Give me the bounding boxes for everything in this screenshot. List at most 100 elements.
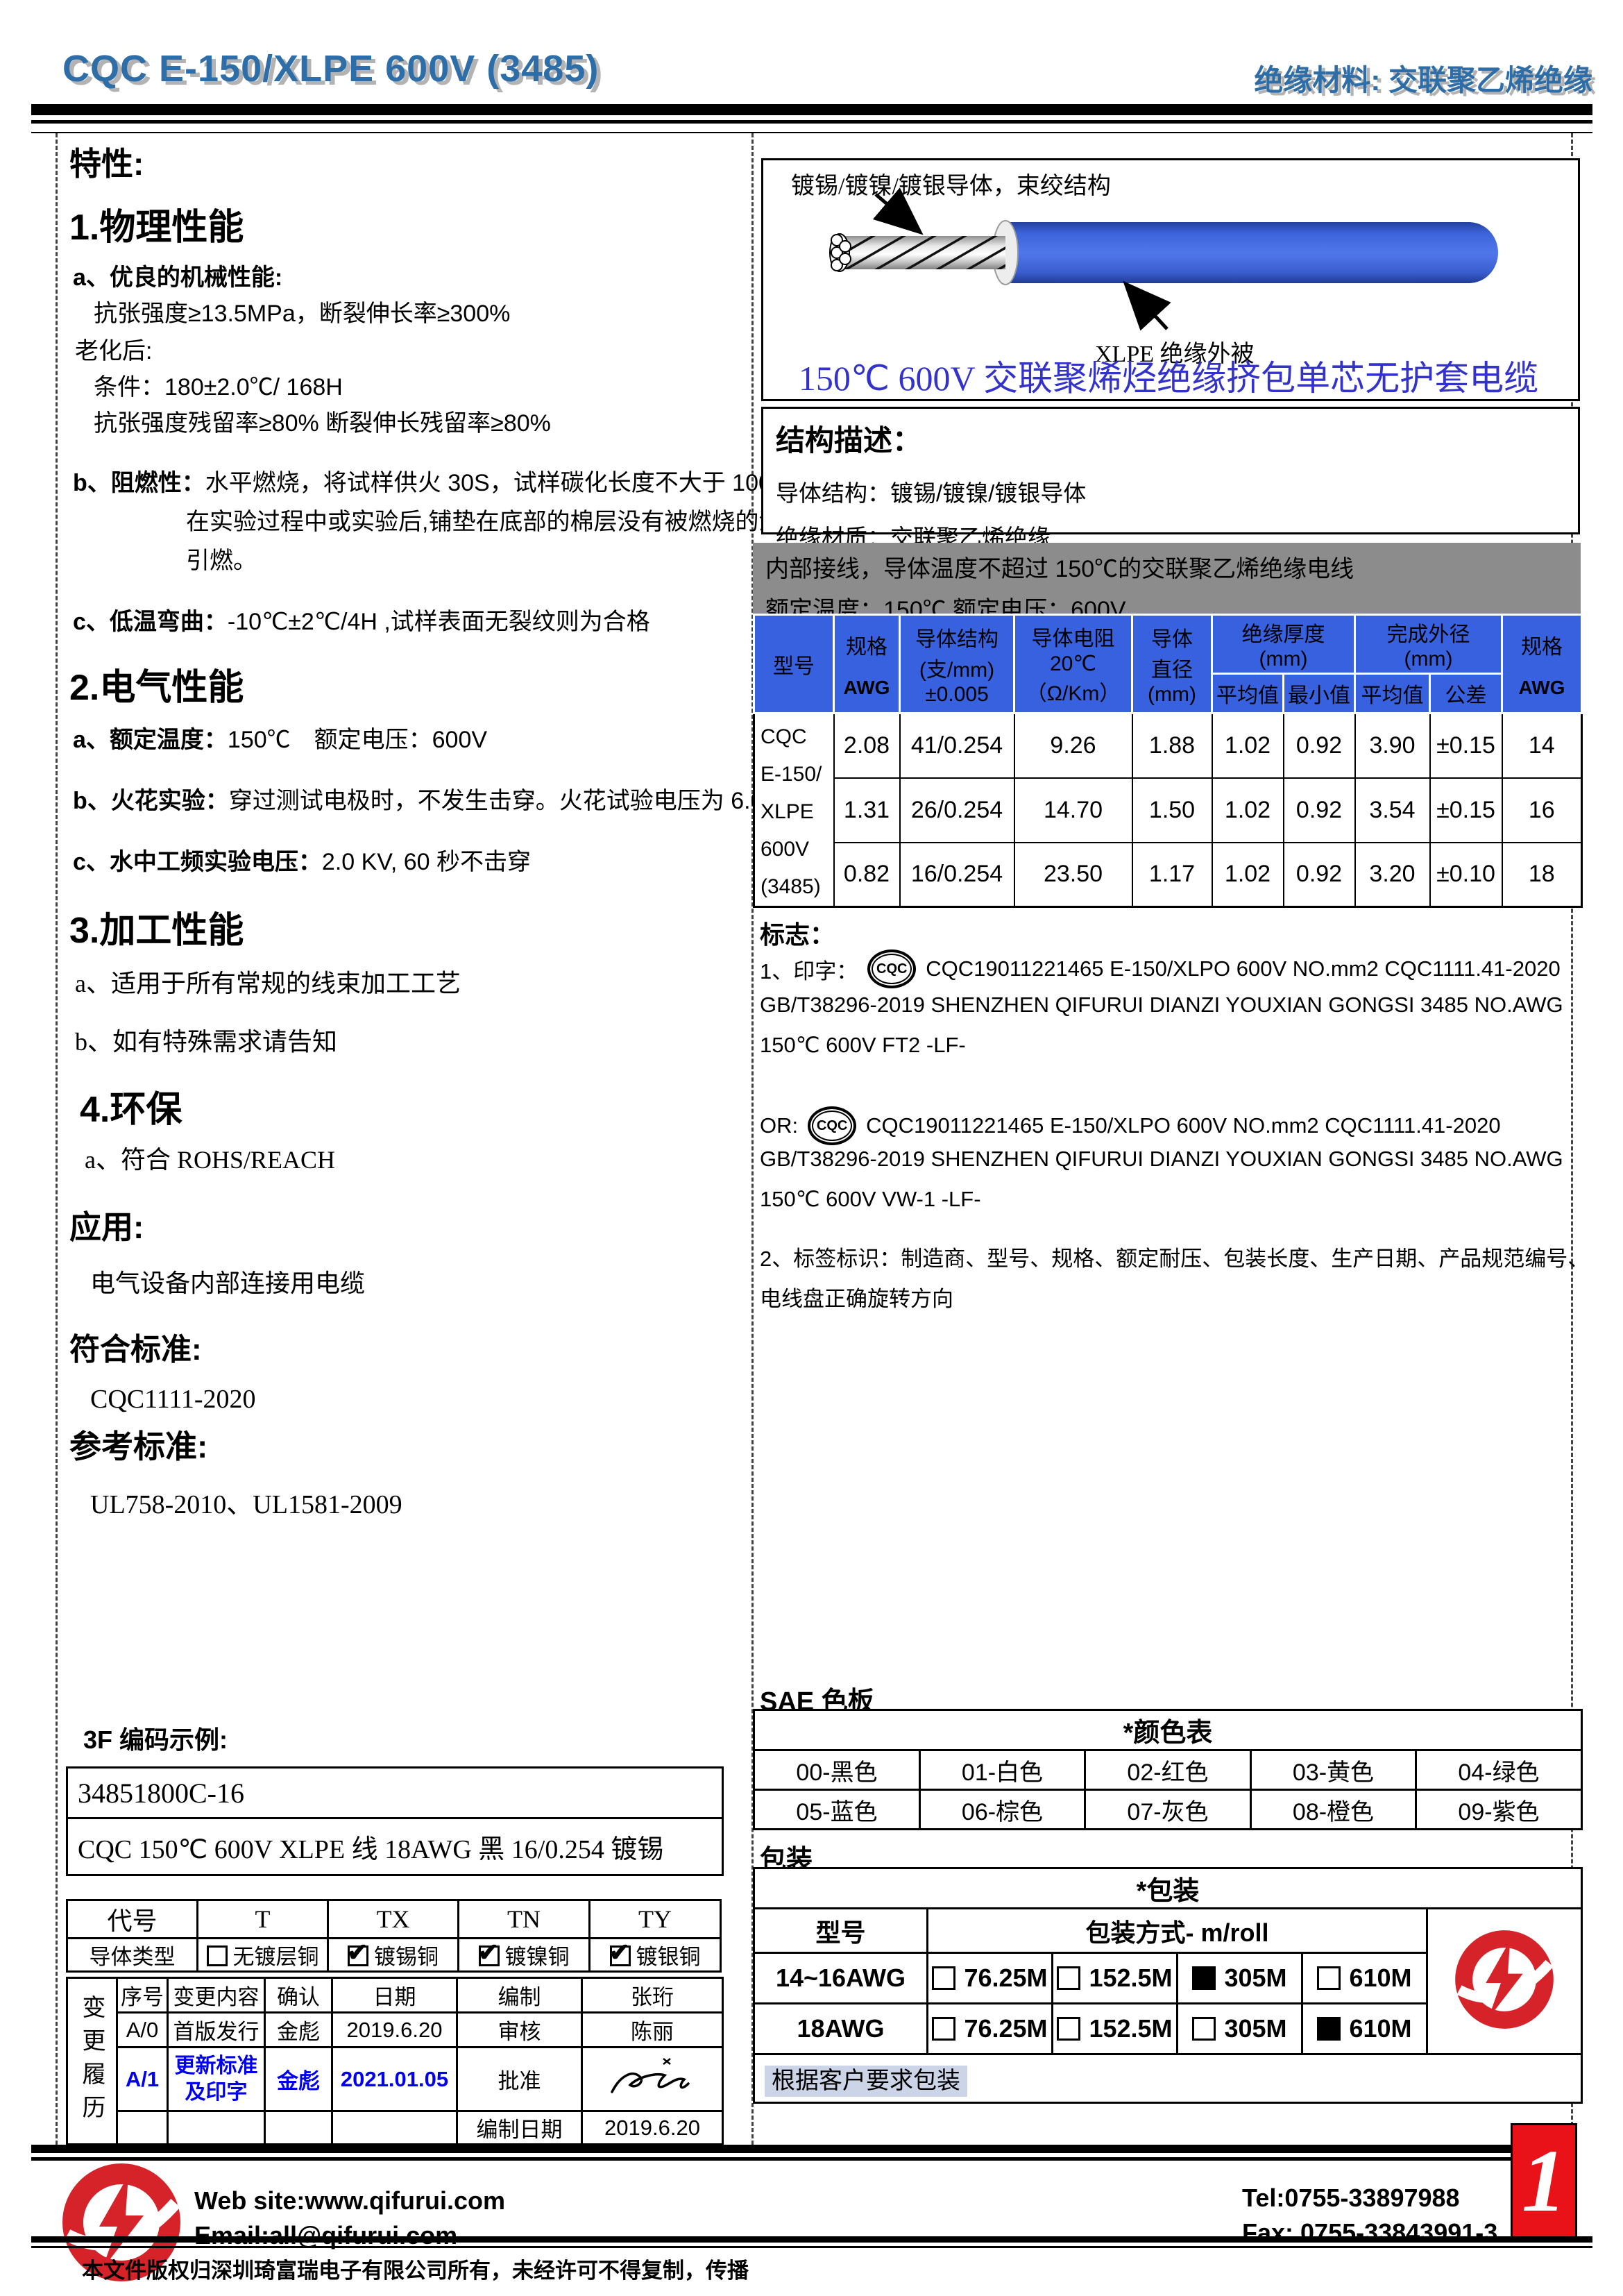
revision-head-date: 日期	[331, 1977, 458, 2014]
marking-item1-line2: GB/T38296-2019 SHENZHEN QIFURUI DIANZI Y…	[760, 993, 1563, 1017]
footer-rule-top-thin	[31, 2157, 1511, 2161]
revision-content: 更新标准及印字	[167, 2046, 266, 2112]
marking-item2-line2: GB/T38296-2019 SHENZHEN QIFURUI DIANZI Y…	[760, 1147, 1563, 1171]
electrical-a-text: 150℃ 额定电压：600V	[227, 727, 488, 753]
checkbox-nickel-copper-icon	[478, 1938, 500, 1967]
revision-empty	[264, 2110, 333, 2145]
spec-col-awg-left: 规格 AWG	[833, 614, 901, 714]
conductor-option-label: 镀镍铜	[504, 1945, 570, 1969]
cable-diagram	[829, 187, 1498, 331]
revision-head-content: 变更内容	[167, 1977, 266, 2014]
sae-row-2: 05-蓝色 06-棕色 07-灰色 08-橙色 09-紫色	[753, 1789, 1583, 1830]
spec-row-18awg: 0.82 16/0.254 23.50 1.17 1.02 0.92 3.20 ±0.1…	[754, 841, 1583, 908]
marking-item2-line3: 150℃ 600V VW-1 -LF-	[760, 1187, 981, 1211]
packaging-model: 14~16AWG	[753, 1952, 928, 2004]
packaging-row-14-16awg: 14~16AWG 76.25M 152.5M 305M 610M	[753, 1952, 1582, 2004]
structure-conductor: 导体结构：镀锡/镀镍/镀银导体	[776, 480, 1087, 506]
revision-no: A/1	[116, 2046, 169, 2112]
footer-fax: Fax: 0755-33843991-3	[1242, 2218, 1498, 2247]
revision-no: A/0	[116, 2011, 169, 2048]
revision-head-no: 序号	[116, 1977, 169, 2014]
conductor-option-nickel: 镀镍铜	[457, 1937, 590, 1973]
revision-right-label: 审核	[456, 2011, 583, 2048]
page-number-badge: 1	[1511, 2123, 1577, 2238]
physical-b-line3: 引燃。	[186, 548, 257, 574]
jacket-callout-label: XLPE 绝缘外被	[1095, 341, 1255, 367]
packaging-method-header: 包装方式- m/roll	[926, 1907, 1428, 1954]
electrical-c-text: 2.0 KV, 60 秒不击穿	[321, 849, 532, 875]
electrical-a-label: a、额定温度：	[73, 727, 228, 753]
conductor-row-label: 导体类型	[66, 1937, 198, 1973]
banner-line1: 内部接线，导体温度不超过 150℃的交联聚乙烯绝缘电线	[765, 556, 1354, 582]
spec-sub-tol: 公差	[1429, 673, 1503, 714]
header-rule-thin	[31, 120, 1592, 124]
revision-content: 首版发行	[167, 2011, 266, 2048]
company-logo-icon	[1455, 1930, 1554, 2029]
revision-empty	[116, 2110, 169, 2145]
section-standard: 符合标准:	[69, 1333, 202, 1367]
checkbox-76m-icon	[932, 1966, 956, 1990]
section-environment: 4.环保	[80, 1090, 182, 1130]
spec-col-resistance: 导体电阻 20℃ （Ω/Km）	[1013, 614, 1133, 714]
revision-right-value: 陈丽	[581, 2011, 724, 2048]
marking-item3-line2: 电线盘正确旋转方向	[760, 1287, 953, 1311]
processing-a: a、适用于所有常规的线束加工工艺	[75, 970, 461, 997]
section-physical: 1.物理性能	[69, 208, 244, 248]
packaging-logo-cell	[1425, 1907, 1583, 2055]
conductor-col-tn: TN	[457, 1899, 590, 1939]
packaging-note: 根据客户要求包装	[765, 2066, 967, 2097]
conductor-option-tinned: 镀锡铜	[327, 1937, 459, 1973]
spec-table: 型号 规格 AWG 导体结构 (支/mm) ±0.005 导体电阻 20℃ （Ω…	[753, 614, 1583, 908]
marking-title: 标志：	[760, 920, 835, 949]
conductor-option-label: 镀锡铜	[374, 1945, 439, 1969]
checkbox-tinned-copper-icon	[347, 1938, 368, 1967]
physical-tensile: 抗张强度≥13.5MPa，断裂伸长率≥300%	[94, 301, 511, 327]
footer-website: Web site:www.qifurui.com	[194, 2186, 506, 2215]
page-subtitle: 绝缘材料: 交联聚乙烯绝缘	[1254, 64, 1592, 96]
revision-empty	[167, 2110, 266, 2145]
sae-color-table: *颜色表 00-黑色 01-白色 02-红色 03-黄色 04-绿色 05-蓝色 06-…	[753, 1709, 1583, 1830]
section-reference: 参考标准:	[69, 1428, 208, 1464]
jacket-arrow	[1123, 280, 1171, 331]
footer-email: Email:all@qifurui.com	[194, 2221, 458, 2249]
frame-right-dashed	[1571, 133, 1573, 2145]
content-top-line	[31, 132, 1592, 133]
reference-text: UL758-2010、UL1581-2009	[90, 1490, 402, 1519]
footer-rule-top-thick	[31, 2145, 1511, 2153]
checkbox-152m-icon	[1057, 1966, 1081, 1990]
physical-b-line2: 在实验过程中或实验后,铺垫在底部的棉层没有被燃烧的滴落物	[186, 509, 830, 535]
physical-b-label: b、阻燃性：	[73, 470, 205, 496]
processing-b: b、如有特殊需求请告知	[75, 1028, 338, 1056]
physical-c-text: -10℃±2℃/4H ,试样表面无裂纹则为合格	[227, 609, 650, 635]
section-features: 特性:	[69, 146, 144, 182]
spec-banner: 内部接线，导体温度不超过 150℃的交联聚乙烯绝缘电线 额定温度：150℃ 额定…	[753, 543, 1581, 623]
spec-col-diameter: 导体 直径 (mm)	[1131, 614, 1213, 714]
footer-rule-bottom-thin	[31, 2246, 1592, 2248]
spec-group-insulation: 绝缘厚度 (mm)	[1211, 614, 1356, 675]
spec-row-16awg: 1.31 26/0.254 14.70 1.50 1.02 0.92 3.54 ±0.1…	[754, 777, 1583, 843]
spec-col-model: 型号	[753, 614, 835, 714]
footer-copyright: 本文件版权归深圳琦富瑞电子有限公司所有，未经许可不得复制，传播	[82, 2259, 749, 2283]
marking-item1-text: CQC19011221465 E-150/XLPO 600V NO.mm2 CQ…	[926, 956, 1561, 981]
standard-text: CQC1111-2020	[90, 1385, 256, 1414]
conductor-col-t: T	[196, 1899, 329, 1939]
electrical-c-label: c、水中工频实验电压：	[73, 849, 322, 875]
cable-strands	[831, 234, 851, 271]
section-processing: 3.加工性能	[69, 911, 244, 951]
physical-residual: 抗张强度残留率≥80% 断裂伸长残留率≥80%	[94, 410, 551, 437]
revision-table: 变更履历 序号 变更内容 确认 日期 编制 张珩 A/0 首版发行 金彪 201…	[66, 1977, 724, 2145]
cable-caption: 150℃ 600V 交联聚烯烃绝缘挤包单芯无护套电缆	[798, 359, 1539, 398]
coding-box: 34851800C-16 CQC 150℃ 600V XLPE 线 18AWG …	[66, 1766, 724, 1876]
sae-table-title: *颜色表	[753, 1709, 1583, 1751]
revision-empty	[331, 2110, 458, 2145]
spec-col-structure: 导体结构 (支/mm) ±0.005	[899, 614, 1015, 714]
approval-signature-cell	[581, 2046, 724, 2112]
sae-row-1: 00-黑色 01-白色 02-红色 03-黄色 04-绿色	[753, 1749, 1583, 1791]
revision-head-right-label: 编制	[456, 1977, 583, 2014]
application-text: 电气设备内部连接用电缆	[90, 1269, 366, 1297]
frame-middle-dashed	[751, 133, 754, 2145]
conductor-callout-label: 镀锡/镀镍/镀银导体，束绞结构	[791, 174, 1111, 199]
packaging-note-row: 根据客户要求包装	[752, 2053, 1583, 2104]
checkbox-305m-icon	[1192, 2017, 1216, 2041]
